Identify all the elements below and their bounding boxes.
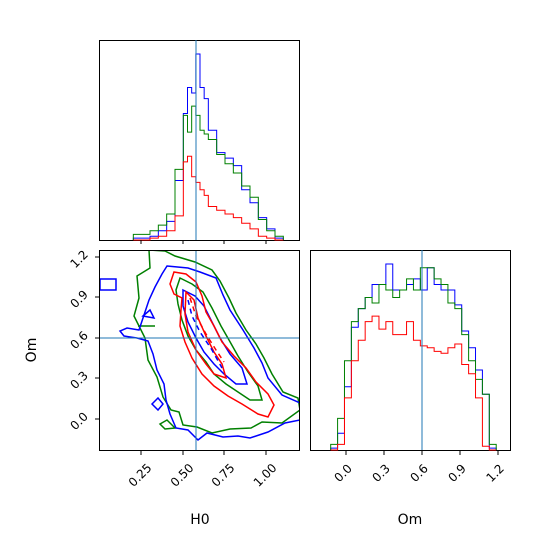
- om-histogram-frame: [310, 250, 511, 451]
- blue-mid-contour: [118, 265, 300, 441]
- contour-frame: [99, 250, 300, 451]
- om-histogram-series-3: [330, 315, 497, 451]
- om-ytick-label: 0.3: [67, 368, 90, 391]
- red-center-dash: [189, 297, 225, 363]
- om-histogram-series-1: [330, 263, 497, 450]
- blue-small-contour-2: [141, 308, 156, 320]
- h0-xtick-label: 0.75: [209, 461, 238, 490]
- green-small-contour: [158, 419, 177, 430]
- h0-xtick-label: 0.50: [168, 461, 197, 490]
- blue-outer-contour: [100, 278, 117, 291]
- h0-xticks: 0.25 0.50 0.75 1.00: [126, 450, 280, 490]
- blue-small-contour: [150, 396, 164, 412]
- om-xtick-label: 1.2: [483, 461, 506, 484]
- h0-histogram-series-2: [132, 105, 284, 240]
- om-xtick-label: 0.0: [331, 461, 354, 484]
- h0-om-contour-panel: 0.0 0.3 0.6 0.9 1.2 0.25 0.50 0.75 1.00 …: [24, 247, 300, 528]
- red-outer-contour: [169, 271, 275, 418]
- h0-axis-label: H0: [190, 512, 209, 528]
- h0-histogram-frame: [99, 40, 300, 241]
- om-axis-label: Om: [24, 338, 40, 363]
- om-xtick-label: 0.6: [407, 461, 430, 484]
- red-inner-contour: [184, 290, 228, 380]
- blue-center-line: [187, 299, 223, 369]
- om-ytick-label: 0.6: [67, 328, 90, 351]
- om-ytick-label: 0.0: [67, 409, 90, 432]
- h0-histogram-xticks: [140, 240, 267, 244]
- om-xticks: 0.0 0.3 0.6 0.9 1.2: [331, 450, 507, 485]
- green-outer-contour: [133, 250, 300, 434]
- om-yticks: 0.0 0.3 0.6 0.9 1.2: [67, 247, 100, 433]
- h0-histogram-series-3: [133, 155, 284, 241]
- om-x-axis-label: Om: [398, 512, 423, 528]
- contour-lines: [100, 250, 300, 450]
- blue-inner-contour: [182, 288, 249, 385]
- h0-histogram-panel: [99, 40, 300, 244]
- om-xtick-label: 0.9: [445, 461, 468, 484]
- om-histogram-panel: 0.0 0.3 0.6 0.9 1.2 Om: [310, 250, 511, 528]
- om-histogram-series: [330, 263, 497, 451]
- om-ytick-label: 1.2: [67, 247, 90, 270]
- om-histogram-series-2: [330, 267, 497, 450]
- h0-histogram-series: [132, 53, 284, 241]
- om-ytick-label: 0.9: [67, 287, 90, 310]
- green-inner-contour: [175, 276, 263, 401]
- h0-histogram-series-1: [132, 53, 284, 240]
- h0-xtick-label: 0.25: [126, 461, 155, 490]
- h0-xtick-label: 1.00: [251, 461, 280, 490]
- om-xtick-label: 0.3: [369, 461, 392, 484]
